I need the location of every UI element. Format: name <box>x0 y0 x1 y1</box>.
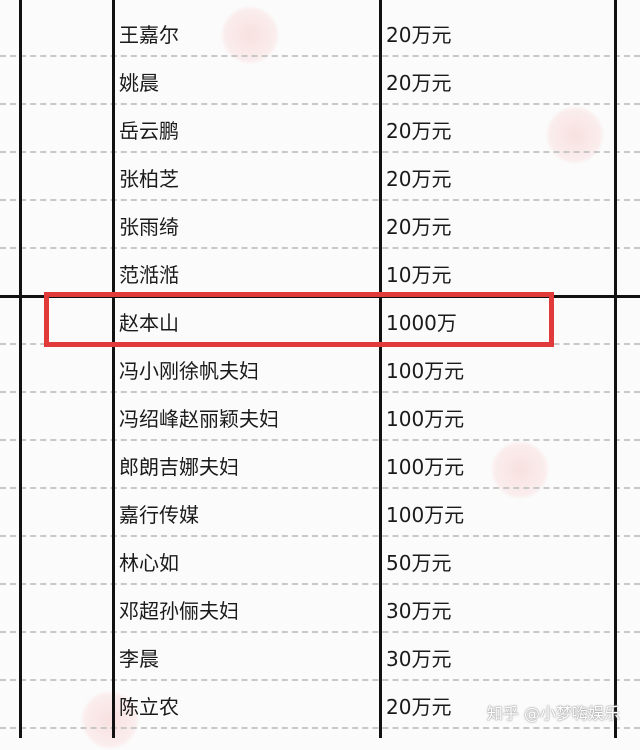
donor-name: 王嘉尔 <box>119 23 179 47</box>
table-border-right <box>614 0 617 738</box>
table-row: 林心如 50万元 <box>0 537 640 585</box>
column-divider-name <box>112 0 115 738</box>
ifeng-watermark-logo <box>490 440 550 500</box>
donation-amount: 30万元 <box>386 599 452 623</box>
table-row: 张柏芝 20万元 <box>0 153 640 201</box>
donor-name: 冯小刚徐帆夫妇 <box>119 359 259 383</box>
donation-amount: 20万元 <box>386 119 452 143</box>
donor-name: 赵本山 <box>119 311 179 335</box>
table-row: 李晨 30万元 <box>0 633 640 681</box>
donation-amount: 20万元 <box>386 215 452 239</box>
donation-amount: 50万元 <box>386 551 452 575</box>
donor-name: 李晨 <box>119 647 159 671</box>
donation-amount: 1000万 <box>386 311 457 335</box>
table-row: 姚晨 20万元 <box>0 57 640 105</box>
table-row: 王嘉尔 20万元 <box>0 9 640 57</box>
donor-name: 邓超孙俪夫妇 <box>119 599 239 623</box>
donation-amount: 100万元 <box>386 503 465 527</box>
table-row: 嘉行传媒 100万元 <box>0 489 640 537</box>
donation-amount: 20万元 <box>386 71 452 95</box>
table-row: 郎朗吉娜夫妇 100万元 <box>0 441 640 489</box>
table-row: 岳云鹏 20万元 <box>0 105 640 153</box>
donation-amount: 100万元 <box>386 455 465 479</box>
table-row: 陈立农 20万元 <box>0 681 640 729</box>
highlight-box <box>44 292 554 347</box>
table-border-left <box>19 0 22 738</box>
zhihu-watermark: 知乎 @小梦嗨娱乐 <box>486 704 620 723</box>
donor-name: 陈立农 <box>119 695 179 719</box>
donor-name: 林心如 <box>119 551 179 575</box>
donation-amount: 20万元 <box>386 695 452 719</box>
donor-name: 张雨绮 <box>119 215 179 239</box>
donation-amount: 30万元 <box>386 647 452 671</box>
donor-name: 姚晨 <box>119 71 159 95</box>
donation-amount: 100万元 <box>386 407 465 431</box>
donor-name: 嘉行传媒 <box>119 503 199 527</box>
table-row: 冯小刚徐帆夫妇 100万元 <box>0 345 640 393</box>
donor-name: 郎朗吉娜夫妇 <box>119 455 239 479</box>
donation-amount: 20万元 <box>386 167 452 191</box>
donation-amount: 20万元 <box>386 23 452 47</box>
donor-name: 范湉湉 <box>119 263 179 287</box>
table-row: 张雨绮 20万元 <box>0 201 640 249</box>
table-row: 冯绍峰赵丽颖夫妇 100万元 <box>0 393 640 441</box>
column-divider-amount <box>379 0 382 738</box>
donor-name: 岳云鹏 <box>119 119 179 143</box>
table-row: 范湉湉 10万元 <box>0 249 640 297</box>
ifeng-watermark-logo <box>545 105 605 165</box>
donor-name: 冯绍峰赵丽颖夫妇 <box>119 407 279 431</box>
donation-amount: 100万元 <box>386 359 465 383</box>
donor-name: 张柏芝 <box>119 167 179 191</box>
donation-amount: 10万元 <box>386 263 452 287</box>
table-row: 邓超孙俪夫妇 30万元 <box>0 585 640 633</box>
